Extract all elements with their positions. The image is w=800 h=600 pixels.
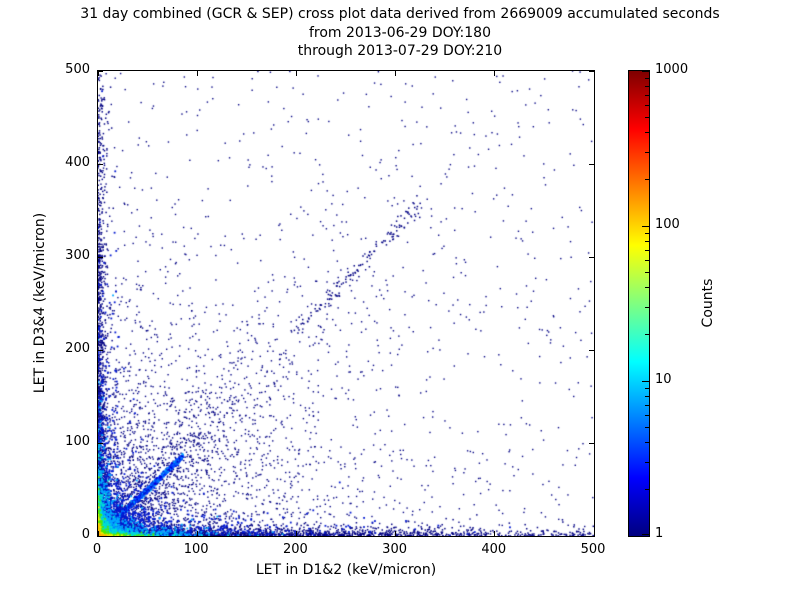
colorbar-minor-tick xyxy=(645,414,649,416)
y-tick-label: 200 xyxy=(65,341,90,356)
x-tick-mark xyxy=(593,531,595,536)
x-tick-mark xyxy=(494,531,496,536)
x-tick-mark xyxy=(395,531,397,536)
y-axis-label: LET in D3&4 (keV/micron) xyxy=(32,212,48,394)
colorbar-tick-mark xyxy=(642,380,649,382)
x-tick-mark xyxy=(97,531,99,536)
y-tick-mark-right xyxy=(589,163,594,165)
colorbar-minor-tick xyxy=(645,442,649,444)
colorbar-minor-tick xyxy=(645,427,649,429)
x-tick-label: 400 xyxy=(481,542,507,557)
y-tick-mark-right xyxy=(589,256,594,258)
x-tick-label: 500 xyxy=(580,542,606,557)
colorbar-minor-tick xyxy=(645,178,649,180)
x-tick-label: 200 xyxy=(282,542,308,557)
x-tick-mark-top xyxy=(593,71,595,76)
colorbar-tick-label: 10 xyxy=(655,372,672,387)
colorbar-minor-tick xyxy=(645,77,649,79)
colorbar-tick-mark xyxy=(642,534,649,535)
colorbar-tick-label: 1000 xyxy=(655,62,689,77)
x-tick-mark xyxy=(196,531,198,536)
y-tick-mark-right xyxy=(589,70,594,72)
x-tick-mark-top xyxy=(395,71,397,76)
x-tick-mark-top xyxy=(97,71,99,76)
y-tick-label: 0 xyxy=(81,527,90,542)
x-tick-mark-top xyxy=(494,71,496,76)
chart-title-line-2: from 2013-06-29 DOY:180 xyxy=(308,25,491,41)
colorbar-label: Counts xyxy=(700,278,716,328)
y-tick-label: 100 xyxy=(65,434,90,449)
chart-title-line-3: through 2013-07-29 DOY:210 xyxy=(297,43,503,59)
x-tick-label: 0 xyxy=(92,542,102,557)
y-tick-label: 400 xyxy=(65,155,90,170)
x-tick-label: 100 xyxy=(183,542,209,557)
colorbar-minor-tick xyxy=(645,404,649,406)
colorbar-minor-tick xyxy=(645,461,649,463)
colorbar-minor-tick xyxy=(645,85,649,87)
x-tick-mark-top xyxy=(295,71,297,76)
colorbar xyxy=(628,70,650,537)
colorbar-minor-tick xyxy=(645,395,649,397)
y-tick-mark xyxy=(98,442,103,444)
y-tick-mark-right xyxy=(589,349,594,351)
colorbar-minor-tick xyxy=(645,488,649,490)
colorbar-minor-tick xyxy=(645,151,649,153)
colorbar-minor-tick xyxy=(645,104,649,106)
x-tick-mark xyxy=(295,531,297,536)
y-tick-mark xyxy=(98,163,103,165)
scatter-canvas xyxy=(98,71,594,536)
colorbar-tick-mark xyxy=(642,70,649,72)
y-tick-label: 300 xyxy=(65,248,90,263)
y-tick-mark xyxy=(98,535,103,537)
x-axis-label: LET in D1&2 (keV/micron) xyxy=(255,562,437,578)
y-tick-mark xyxy=(98,256,103,258)
y-tick-mark xyxy=(98,70,103,72)
y-tick-mark-right xyxy=(589,442,594,444)
colorbar-tick-label: 1 xyxy=(655,526,664,541)
colorbar-tick-label: 100 xyxy=(655,217,680,232)
x-tick-label: 300 xyxy=(382,542,407,557)
x-tick-mark-top xyxy=(196,71,198,76)
colorbar-minor-tick xyxy=(645,249,649,251)
colorbar-minor-tick xyxy=(645,240,649,242)
colorbar-minor-tick xyxy=(645,94,649,96)
y-tick-mark xyxy=(98,349,103,351)
colorbar-minor-tick xyxy=(645,287,649,289)
colorbar-tick-mark xyxy=(642,225,649,227)
plot-area xyxy=(97,70,595,537)
colorbar-minor-tick xyxy=(645,333,649,335)
chart-title-line-1: 31 day combined (GCR & SEP) cross plot d… xyxy=(80,6,720,22)
colorbar-minor-tick xyxy=(645,117,649,119)
y-tick-label: 500 xyxy=(65,62,90,77)
colorbar-minor-tick xyxy=(645,272,649,274)
y-tick-mark-right xyxy=(589,535,594,537)
colorbar-minor-tick xyxy=(645,387,649,389)
colorbar-minor-tick xyxy=(645,259,649,261)
colorbar-minor-tick xyxy=(645,132,649,134)
colorbar-minor-tick xyxy=(645,306,649,308)
colorbar-minor-tick xyxy=(645,232,649,234)
